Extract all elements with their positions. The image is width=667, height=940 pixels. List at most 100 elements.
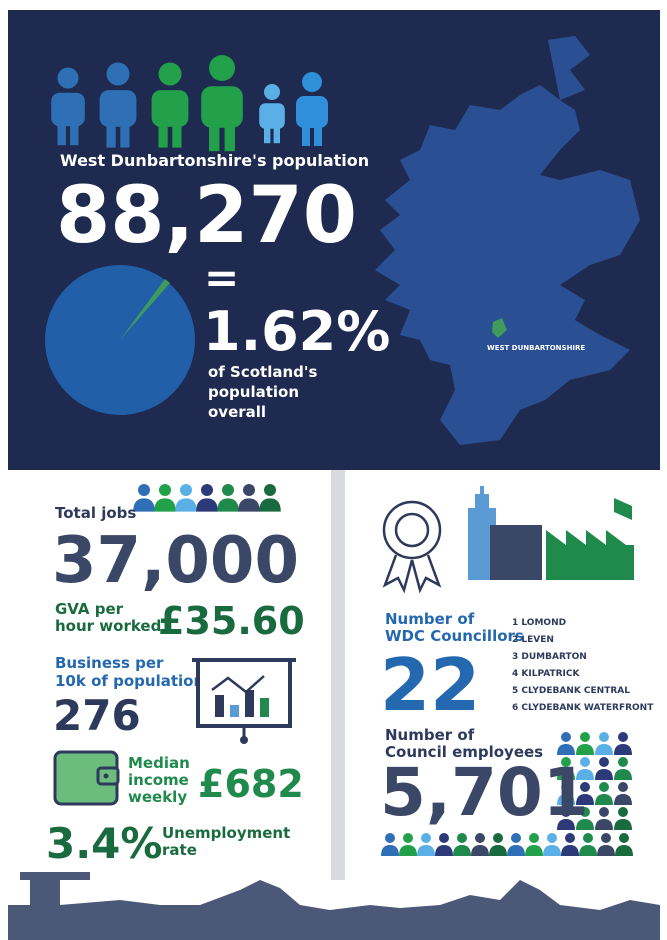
leg [106, 124, 116, 148]
person-icon [399, 833, 417, 856]
ward: 3 DUMBARTON [512, 652, 587, 662]
body [576, 794, 594, 805]
business-label: 10k of population [55, 672, 204, 690]
councillors-label: WDC Councillors [385, 627, 524, 645]
body [557, 794, 575, 805]
person-icon [217, 484, 239, 512]
ward: 5 CLYDEBANK CENTRAL [512, 686, 630, 696]
leg [264, 127, 271, 144]
population-label: West Dunbartonshire's population [60, 151, 369, 170]
body [557, 819, 575, 830]
person-icon [597, 833, 615, 856]
body [614, 819, 632, 830]
head [619, 833, 629, 843]
body [614, 794, 632, 805]
body [51, 92, 85, 127]
councillors-label: Number of [385, 610, 475, 628]
body [615, 845, 633, 856]
person-icon [576, 757, 594, 780]
head [529, 833, 539, 843]
person-icon [576, 732, 594, 755]
head [561, 757, 571, 767]
head [599, 732, 609, 742]
body [196, 498, 218, 512]
person-icon [471, 833, 489, 856]
person-icon [614, 807, 632, 830]
body [175, 498, 197, 512]
head [601, 833, 611, 843]
person-icon [614, 782, 632, 805]
body [595, 769, 613, 780]
pie-slice [120, 279, 170, 340]
person-icon [561, 833, 579, 856]
leg [158, 124, 168, 148]
head [403, 833, 413, 843]
equals: = [204, 253, 239, 302]
head [618, 757, 628, 767]
buildings-icon [468, 486, 634, 580]
map-label: WEST DUNBARTONSHIRE [487, 344, 585, 352]
head [222, 484, 234, 496]
map-area [492, 318, 507, 338]
head [158, 62, 182, 86]
head [511, 833, 521, 843]
person-icon [201, 55, 243, 152]
leg [209, 125, 220, 152]
person-icon [417, 833, 435, 856]
person-icon [259, 484, 281, 512]
ward: 6 CLYDEBANK WATERFRONT [512, 703, 654, 713]
ward: 1 LOMOND [512, 618, 566, 628]
head [599, 757, 609, 767]
head [618, 782, 628, 792]
person-icon [238, 484, 260, 512]
head [580, 732, 590, 742]
body [381, 845, 399, 856]
leg [70, 124, 79, 146]
body [576, 769, 594, 780]
jobs-value: 37,000 [52, 524, 299, 598]
head [561, 807, 571, 817]
body [133, 498, 155, 512]
ward: 2 LEVEN [512, 635, 554, 645]
population-value: 88,270 [56, 171, 357, 261]
employees-label: Council employees [385, 743, 543, 761]
leg [314, 126, 322, 146]
body [576, 744, 594, 755]
person-icon [133, 484, 155, 512]
head [547, 833, 557, 843]
scotland-map [375, 36, 640, 445]
person-icon [595, 782, 613, 805]
employees-label: Number of [385, 726, 475, 744]
head [457, 833, 467, 843]
person-icon [525, 833, 543, 856]
wards: 1 LOMOND 2 LEVEN 3 DUMBARTON 4 KILPATRICK 5 … [512, 618, 654, 713]
head [618, 732, 628, 742]
person-icon [615, 833, 633, 856]
body [557, 744, 575, 755]
unemployment-label: Unemployment [162, 824, 290, 842]
gva-label: hour worked [55, 617, 161, 635]
employees-value: 5,701 [380, 754, 589, 831]
person-icon [175, 484, 197, 512]
person-icon [259, 84, 285, 144]
person-icon [579, 833, 597, 856]
head [599, 807, 609, 817]
head [493, 833, 503, 843]
income-value: £682 [198, 762, 304, 806]
body [217, 498, 239, 512]
board-icon [192, 658, 296, 744]
body [507, 845, 525, 856]
head [302, 72, 322, 92]
body [595, 819, 613, 830]
leg [172, 124, 182, 148]
body [597, 845, 615, 856]
body [471, 845, 489, 856]
business-label: Business per [55, 654, 164, 672]
share-text: population [208, 383, 299, 401]
person-icon [507, 833, 525, 856]
body [489, 845, 507, 856]
head [264, 484, 276, 496]
medal-icon [382, 500, 442, 594]
person-icon [576, 807, 594, 830]
share-text: of Scotland's [208, 363, 317, 381]
